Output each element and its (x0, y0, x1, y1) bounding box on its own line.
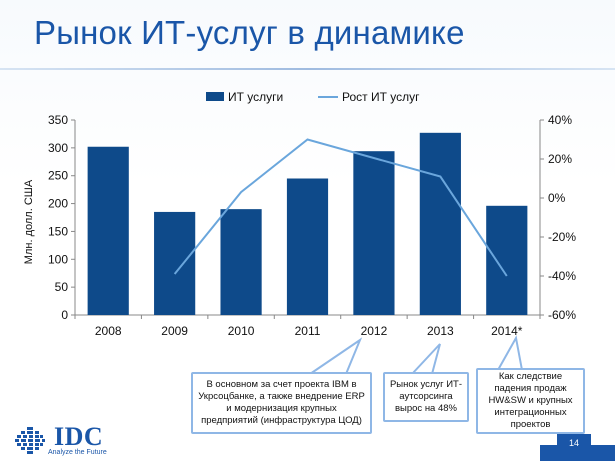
x-tick-label: 2010 (228, 324, 255, 338)
callout-2013-text: Рынок услуг ИТ-аутсорсинга вырос на 48% (389, 379, 463, 414)
y2-tick-label: 0% (548, 191, 566, 205)
callout-pointer-2012 (309, 337, 363, 375)
x-tick-label: 2013 (427, 324, 454, 338)
x-tick-label: 2014* (491, 324, 523, 338)
logo-text: IDC (54, 422, 104, 451)
y2-tick-label: -60% (548, 308, 576, 322)
legend-label-bar: ИТ услуги (228, 90, 283, 104)
y-tick-label: 50 (55, 280, 69, 294)
slide-title: Рынок ИТ-услуг в динамике (34, 14, 465, 51)
x-tick-label: 2009 (161, 324, 188, 338)
y2-tick-label: 40% (548, 113, 572, 127)
bar (220, 209, 262, 315)
line-series (173, 138, 508, 277)
callout-pointer-2013 (411, 343, 441, 375)
y-tick-label: 200 (48, 197, 68, 211)
y-tick-label: 100 (48, 252, 68, 266)
y-tick-label: 0 (61, 308, 68, 322)
y2-tick-label: -20% (548, 230, 576, 244)
y2-tick-label: 20% (548, 152, 572, 166)
bar (87, 146, 129, 315)
globe-icon (15, 427, 45, 454)
bar (353, 151, 395, 315)
y-axis-title: Млн. долл. США (23, 179, 35, 264)
y-tick-label: 350 (48, 113, 68, 127)
bar-series (87, 132, 528, 315)
x-tick-label: 2012 (361, 324, 388, 338)
y2-tick-label: -40% (548, 269, 576, 283)
callout-2014: Как следствие падения продаж HW&SW и кру… (476, 368, 585, 434)
logo-tagline: Analyze the Future (48, 449, 107, 456)
callout-pointers (309, 335, 523, 375)
y-tick-label: 250 (48, 169, 68, 183)
bar (154, 211, 196, 315)
page-number: 14 (557, 434, 591, 452)
callout-pointer-2014 (497, 335, 523, 371)
legend-label-line: Рост ИТ услуг (342, 90, 420, 104)
callout-2013: Рынок услуг ИТ-аутсорсинга вырос на 48% (383, 372, 469, 422)
callout-2012: В основном за счет проекта IBM в Укрсоцб… (191, 372, 372, 434)
callout-2014-text: Как следствие падения продаж HW&SW и кру… (488, 371, 573, 430)
y-tick-label: 150 (48, 224, 68, 238)
tick-labels: 0 50 100 150 200 250 300 350 -60% -40% -20% 0% 20% 40… (48, 113, 576, 338)
x-tick-label: 2008 (95, 324, 122, 338)
bar (419, 132, 461, 315)
bar (286, 178, 329, 315)
legend: ИТ услуги Рост ИТ услуг (206, 90, 420, 104)
bar (486, 205, 528, 315)
title-divider (0, 68, 615, 70)
legend-swatch-bar (206, 92, 224, 101)
x-tick-label: 2011 (295, 324, 321, 338)
y-tick-label: 300 (48, 141, 68, 155)
idc-logo: IDC Analyze the Future (14, 422, 124, 458)
callout-2012-text: В основном за счет проекта IBM в Укрсоцб… (198, 379, 365, 426)
growth-line (173, 138, 508, 277)
